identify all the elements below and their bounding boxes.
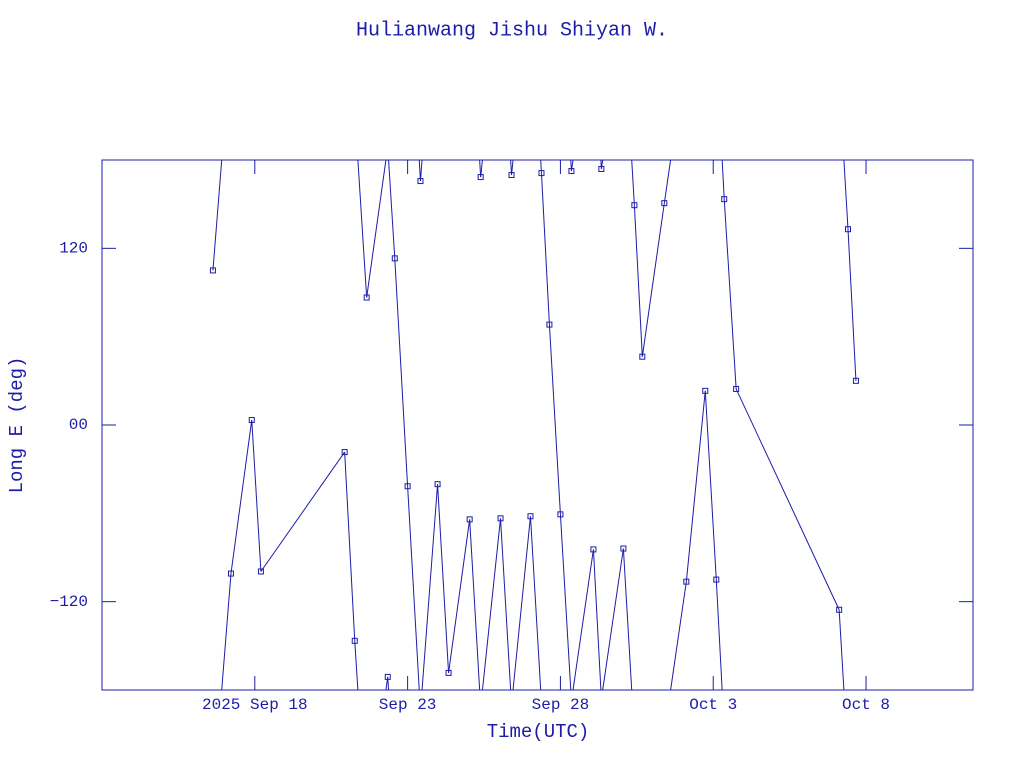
track-segment: [600, 159, 624, 691]
track-segment: [511, 159, 531, 691]
marker: [527, 513, 534, 520]
marker: [404, 483, 411, 490]
track-segment: [529, 159, 542, 691]
track-segment: [704, 390, 717, 580]
marker: [445, 669, 452, 676]
track-segment: [540, 173, 550, 325]
track-segment: [685, 390, 706, 582]
track-segment: [500, 159, 513, 691]
track-segment: [622, 159, 635, 691]
track-segment: [641, 203, 665, 357]
track-segment: [838, 159, 849, 691]
marker: [341, 449, 348, 456]
marker: [852, 377, 859, 384]
marker: [661, 200, 668, 207]
x-tick-label: Oct 3: [689, 696, 737, 714]
marker: [538, 170, 545, 177]
marker: [631, 202, 638, 209]
plot-frame: [101, 159, 974, 691]
x-tick-label: Oct 8: [842, 696, 890, 714]
x-tick-label: 2025 Sep 18: [202, 696, 308, 714]
marker: [721, 196, 728, 203]
x-tick-label: Sep 28: [532, 696, 590, 714]
track-segment: [394, 258, 409, 487]
marker: [568, 168, 575, 175]
marker: [508, 172, 515, 179]
marker: [683, 578, 690, 585]
track-segment: [559, 159, 572, 691]
track-segment: [354, 159, 368, 691]
track-segment: [735, 388, 840, 610]
marker: [363, 294, 370, 301]
marker: [434, 481, 441, 488]
track-segment: [663, 159, 687, 691]
track-segment: [437, 484, 450, 673]
track-segment: [212, 159, 232, 691]
marker: [248, 416, 255, 423]
track-segment: [366, 159, 389, 691]
marker: [477, 174, 484, 181]
track-segment: [847, 229, 857, 381]
track-segment: [633, 205, 643, 357]
track-segment: [592, 159, 602, 691]
marker: [557, 511, 564, 518]
track-segment: [251, 419, 262, 572]
x-tick-label: Sep 23: [379, 696, 437, 714]
track-segment: [480, 159, 502, 691]
marker: [702, 387, 709, 394]
y-tick-label: 120: [59, 240, 88, 258]
track-segment: [260, 451, 346, 572]
marker: [351, 637, 358, 644]
marker: [497, 515, 504, 522]
marker: [391, 255, 398, 262]
marker: [639, 353, 646, 360]
marker: [620, 545, 627, 552]
marker: [733, 385, 740, 392]
marker: [209, 267, 216, 274]
marker: [384, 673, 391, 680]
track-segment: [548, 324, 561, 515]
y-axis-label: Long E (deg): [6, 357, 28, 494]
track-segment: [715, 159, 725, 691]
chart-title: Hulianwang Jishu Shiyan W.: [356, 19, 668, 42]
marker: [546, 321, 553, 328]
y-tick-label: −120: [50, 593, 88, 611]
marker: [227, 570, 234, 577]
x-axis-label: Time(UTC): [487, 721, 590, 743]
marker: [713, 576, 720, 583]
marker: [417, 178, 424, 185]
track-segment: [419, 159, 439, 691]
track-segment: [723, 199, 737, 389]
track-segment: [387, 159, 396, 691]
marker: [845, 226, 852, 233]
track-segment: [448, 519, 471, 673]
marker: [836, 606, 843, 613]
track-segment: [570, 159, 594, 691]
marker: [257, 568, 264, 575]
track-segment: [407, 159, 421, 691]
track-segment: [469, 159, 482, 691]
marker: [466, 516, 473, 523]
marker: [590, 546, 597, 553]
marker: [598, 165, 605, 172]
track-segment: [344, 452, 356, 641]
track-segment: [230, 419, 253, 574]
y-tick-label: 00: [69, 416, 88, 434]
